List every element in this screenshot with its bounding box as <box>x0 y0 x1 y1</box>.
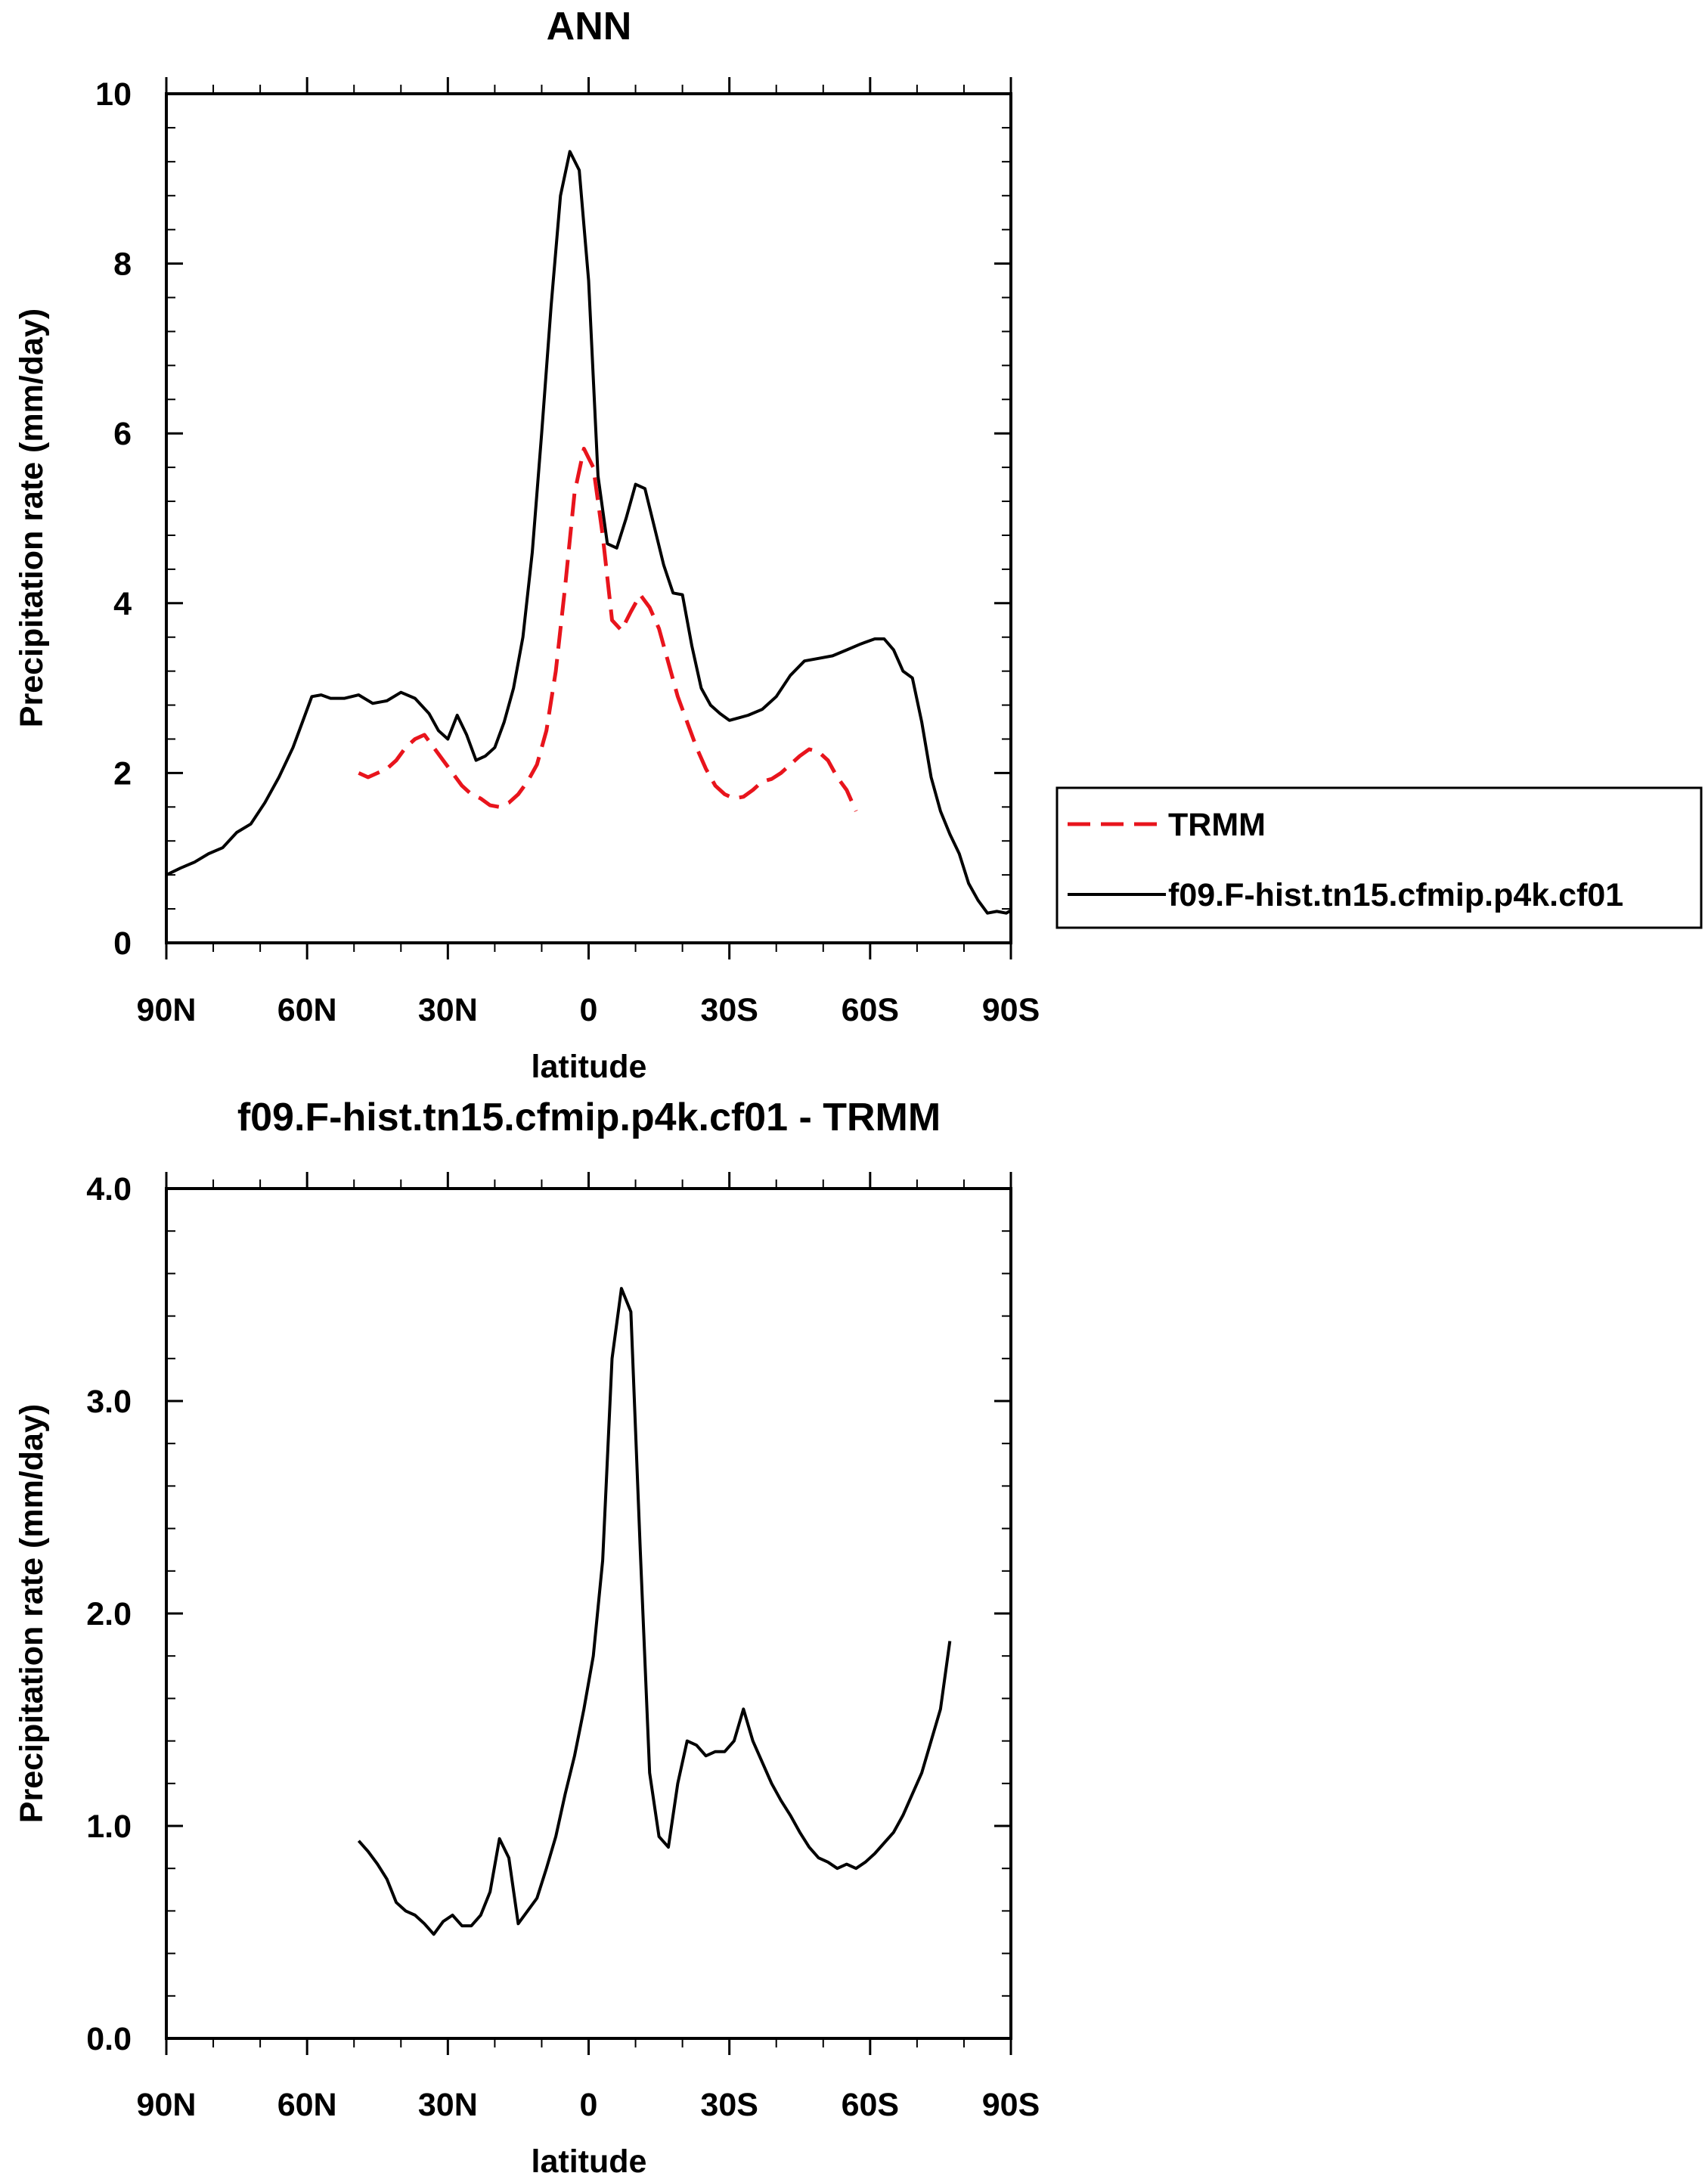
chart-difference: f09.F-hist.tn15.cfmip.p4k.cf01 - TRMM 90… <box>14 1096 1040 2176</box>
chart-title: f09.F-hist.tn15.cfmip.p4k.cf01 - TRMM <box>237 1096 941 1139</box>
y-axis-title: Precipitation rate (mm/day) <box>14 1404 50 1823</box>
tick-marks <box>165 1172 1012 2055</box>
series-line-difference <box>357 1287 952 1936</box>
x-axis-title: latitude <box>532 1049 647 1085</box>
y-tick-label: 0 <box>113 925 132 962</box>
x-tick-label: 90S <box>982 2087 1040 2123</box>
x-tick-label: 90S <box>982 992 1040 1028</box>
x-tick-label: 0 <box>580 2087 598 2123</box>
y-tick-label: 6 <box>113 416 132 452</box>
x-tick-label: 30S <box>700 992 758 1028</box>
x-tick-label: 30N <box>418 992 478 1028</box>
x-tick-label: 90N <box>137 992 197 1028</box>
y-tick-labels: 0.0 1.0 2.0 3.0 4.0 <box>86 1171 132 2057</box>
chart-annual: ANN 90N 60N 30N 0 30S 60S 90S 0 2 4 6 8 10 latitude… <box>14 5 1703 1085</box>
y-tick-label: 4.0 <box>86 1171 132 1207</box>
y-tick-label: 8 <box>113 246 132 283</box>
y-tick-labels: 0 2 4 6 8 10 <box>95 76 132 962</box>
x-tick-label: 30N <box>418 2087 478 2123</box>
x-tick-label: 60S <box>842 992 900 1028</box>
x-tick-label: 90N <box>137 2087 197 2123</box>
x-axis-title: latitude <box>532 2143 647 2176</box>
legend-box <box>1055 786 1703 929</box>
x-tick-label: 0 <box>580 992 598 1028</box>
x-tick-label: 30S <box>700 2087 758 2123</box>
x-tick-label: 60S <box>842 2087 900 2123</box>
y-tick-label: 3.0 <box>86 1384 132 1420</box>
x-tick-labels: 90N 60N 30N 0 30S 60S 90S <box>137 2087 1040 2123</box>
y-axis-title: Precipitation rate (mm/day) <box>14 308 50 727</box>
legend: TRMM f09.F-hist.tn15.cfmip.p4k.cf01 <box>1055 786 1703 929</box>
plot-frame <box>165 92 1012 944</box>
plot-frame <box>165 1187 1012 2040</box>
y-tick-label: 4 <box>113 586 132 622</box>
x-tick-label: 60N <box>277 2087 337 2123</box>
y-tick-label: 10 <box>95 76 132 113</box>
y-tick-label: 1.0 <box>86 1809 132 1845</box>
x-tick-labels: 90N 60N 30N 0 30S 60S 90S <box>137 992 1040 1028</box>
x-tick-label: 60N <box>277 992 337 1028</box>
series-layer <box>166 150 1012 915</box>
y-tick-label: 2.0 <box>86 1596 132 1632</box>
legend-label-trmm: TRMM <box>1168 807 1266 843</box>
y-tick-label: 2 <box>113 755 132 792</box>
series-line-trmm <box>358 446 858 812</box>
series-line-f09-f-hist-tn15-cfmip-p4k-cf01 <box>166 150 1012 915</box>
legend-label-model: f09.F-hist.tn15.cfmip.p4k.cf01 <box>1168 877 1623 913</box>
series-layer <box>357 1287 952 1936</box>
chart-title: ANN <box>547 5 632 48</box>
y-tick-label: 0.0 <box>86 2021 132 2057</box>
